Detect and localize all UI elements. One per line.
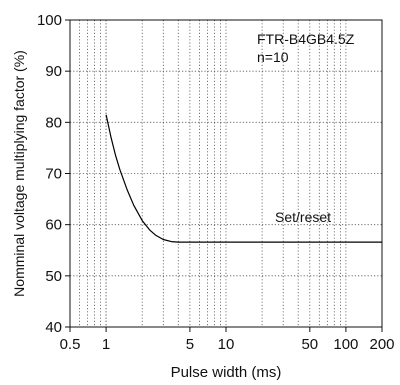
y-tick-label: 60 [45,217,62,234]
y-tick-label: 90 [45,63,62,80]
y-tick-label: 100 [37,12,62,29]
series-annotation: Set/reset [275,209,331,225]
y-tick-label: 80 [45,114,62,131]
model-annotation: FTR-B4GB4.5Z [257,31,355,47]
y-tick-label: 50 [45,268,62,285]
y-axis-label: Nomminal voltage multiplying factor (%) [11,50,27,297]
x-tick-label: 50 [301,336,318,353]
count-annotation: n=10 [257,49,289,65]
tick-layer: 0.5 1 5 10 50 100 200 40 50 60 70 80 90 100 [37,12,395,353]
x-tick-label: 200 [369,336,394,353]
y-tick-label: 70 [45,166,62,183]
plot-frame [69,19,383,328]
label-layer: FTR-B4GB4.5Z n=10 Set/reset Pulse width … [11,31,355,381]
line-layer [105,114,382,243]
series-line [105,114,382,243]
x-axis-label: Pulse width (ms) [171,364,282,381]
x-tick-label: 1 [102,336,110,353]
x-tick-label: 10 [218,336,235,353]
grid-layer [70,20,382,327]
x-tick-label: 0.5 [60,336,81,353]
x-tick-label: 5 [186,336,194,353]
y-tick-label: 40 [45,319,62,336]
x-tick-label: 100 [333,336,358,353]
